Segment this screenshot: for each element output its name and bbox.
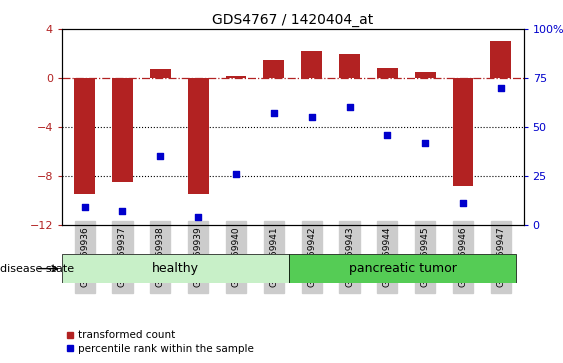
Point bbox=[421, 140, 430, 146]
Text: pancreatic tumor: pancreatic tumor bbox=[348, 262, 457, 275]
Bar bbox=[301, 51, 322, 78]
Bar bbox=[74, 78, 95, 195]
Bar bbox=[377, 68, 398, 78]
Point bbox=[307, 114, 316, 120]
Title: GDS4767 / 1420404_at: GDS4767 / 1420404_at bbox=[212, 13, 373, 26]
Bar bbox=[289, 254, 516, 283]
Bar bbox=[112, 78, 133, 182]
Bar bbox=[453, 78, 473, 186]
Bar bbox=[490, 41, 511, 78]
Bar bbox=[415, 72, 436, 78]
Bar bbox=[226, 76, 247, 78]
Bar bbox=[339, 53, 360, 78]
Point bbox=[80, 204, 89, 210]
Point bbox=[345, 105, 354, 110]
Text: disease state: disease state bbox=[0, 264, 74, 274]
Point bbox=[458, 201, 467, 207]
Point bbox=[497, 85, 506, 91]
Bar bbox=[62, 254, 289, 283]
Point bbox=[231, 171, 240, 177]
Bar bbox=[150, 69, 171, 78]
Legend: transformed count, percentile rank within the sample: transformed count, percentile rank withi… bbox=[61, 326, 258, 358]
Bar bbox=[263, 60, 284, 78]
Point bbox=[383, 132, 392, 138]
Bar bbox=[187, 78, 208, 195]
Point bbox=[194, 214, 203, 220]
Point bbox=[118, 208, 127, 214]
Text: healthy: healthy bbox=[152, 262, 199, 275]
Point bbox=[156, 154, 165, 159]
Point bbox=[269, 110, 278, 116]
